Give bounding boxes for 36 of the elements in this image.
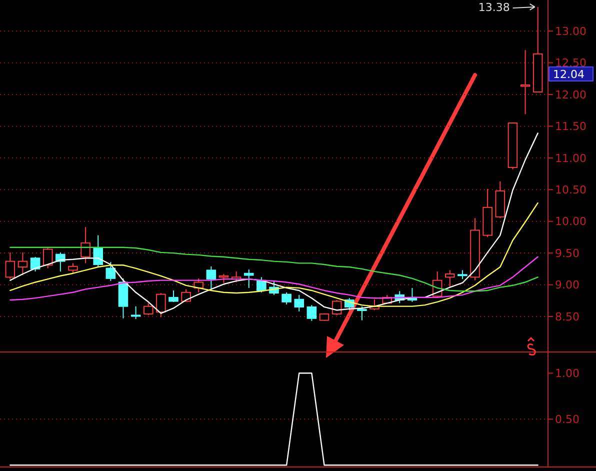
candlestick <box>444 270 455 288</box>
annotation: 13.38 <box>478 0 510 14</box>
text: 12.04 <box>553 68 584 81</box>
candlestick <box>294 294 304 312</box>
candlestick <box>42 246 53 269</box>
candlestick <box>106 261 116 282</box>
y-tick-label: 10.00 <box>555 215 586 228</box>
y-tick-label: 12.50 <box>555 56 586 70</box>
candlestick <box>520 50 530 115</box>
candlestick <box>206 266 216 291</box>
candlestick <box>357 306 367 321</box>
candlestick <box>5 252 16 280</box>
candlestick <box>68 262 78 274</box>
candlestick <box>168 290 178 302</box>
line-series <box>10 132 538 314</box>
candlestick <box>30 256 40 272</box>
candlestick <box>194 278 204 293</box>
candlestick <box>80 226 90 264</box>
candlestick <box>18 252 28 276</box>
y-tick-label: 0.50 <box>555 413 580 426</box>
y-tick-label: 12.00 <box>555 88 586 102</box>
candlestick <box>244 269 254 288</box>
candlestick <box>282 292 292 305</box>
y-tick-label: 8.50 <box>555 310 580 324</box>
candlestick <box>306 304 317 322</box>
candlestick <box>130 306 141 320</box>
y-tick-label: 1.00 <box>555 367 580 380</box>
candlestick <box>156 292 166 318</box>
y-tick-label: 13.00 <box>555 24 586 38</box>
y-tick-label: 9.00 <box>555 278 580 292</box>
y-tick-label: 11.50 <box>555 120 586 134</box>
y-tick-label: 9.50 <box>555 246 580 260</box>
y-tick-label: 11.00 <box>555 152 586 165</box>
y-tick-label: 10.50 <box>555 183 586 196</box>
candlestick <box>143 302 154 316</box>
candlestick <box>93 234 104 268</box>
